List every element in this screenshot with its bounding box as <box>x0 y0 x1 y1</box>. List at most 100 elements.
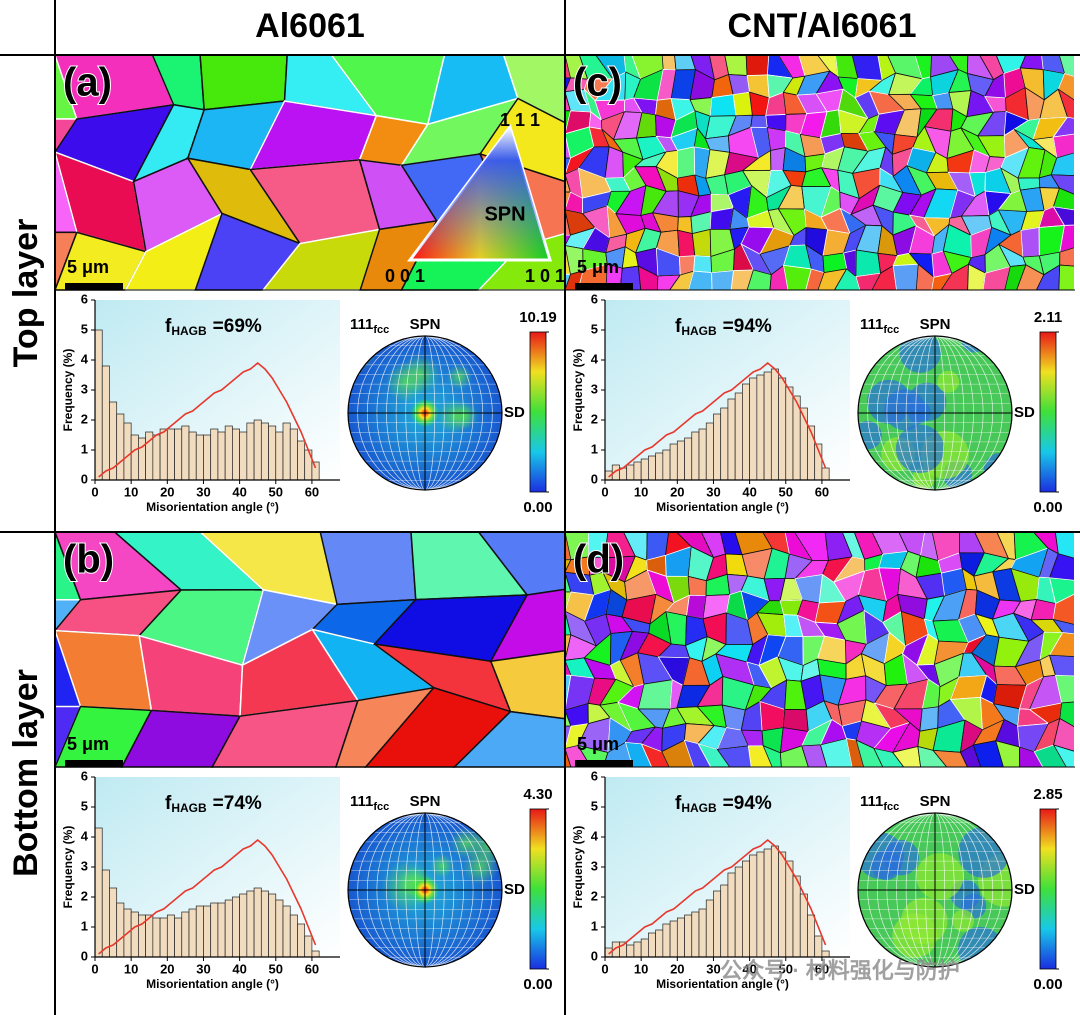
ebsd-map <box>566 533 1074 768</box>
bar <box>814 935 823 958</box>
y-tick-label: 5 <box>591 798 598 813</box>
pole-right-label: SD <box>1014 404 1035 421</box>
x-tick-label: 0 <box>91 484 98 499</box>
y-axis-label: Frequency (%) <box>571 826 585 909</box>
bar <box>742 860 750 958</box>
annotation-symbol: f <box>675 793 682 814</box>
grain <box>676 146 696 179</box>
pole-right-label: SD <box>504 404 525 421</box>
grain <box>1052 187 1074 211</box>
grain <box>1052 133 1074 159</box>
pole-plane-subscript: fcc <box>373 801 389 813</box>
ipf-label: 0 0 1 <box>385 266 425 286</box>
bar <box>770 845 779 958</box>
pole-plane-index: 111 <box>350 316 373 333</box>
annotation-symbol: f <box>165 316 172 337</box>
grain <box>711 270 734 291</box>
bar <box>203 434 212 481</box>
line <box>608 361 827 478</box>
grain <box>1052 116 1074 138</box>
bar <box>742 383 750 481</box>
scale-bar-label: 5 μm <box>577 257 619 277</box>
scale-bar <box>65 283 123 290</box>
bar <box>123 422 132 481</box>
bar <box>655 452 664 481</box>
y-tick-label: 0 <box>591 471 598 486</box>
scale-bar <box>575 760 633 767</box>
annotation-subscript: HAGB <box>171 324 207 338</box>
colorbar <box>1039 808 1057 970</box>
scale-bar <box>575 283 633 290</box>
bar <box>756 851 765 958</box>
grain <box>709 94 737 117</box>
bar <box>152 434 161 481</box>
grain <box>1052 206 1074 226</box>
scale-bar <box>65 760 123 767</box>
bar <box>626 944 635 958</box>
x-tick-label: 50 <box>779 484 793 499</box>
grain <box>745 56 770 76</box>
y-tick-label: 0 <box>81 471 88 486</box>
pole-plane: 111fcc <box>860 793 899 813</box>
bar <box>648 455 656 481</box>
panel-label: (a) <box>63 61 112 105</box>
colorbar <box>529 808 547 970</box>
grain <box>693 255 713 274</box>
bar <box>268 425 277 481</box>
bar <box>669 920 678 958</box>
y-tick-label: 6 <box>591 291 598 306</box>
scale-bar-label: 5 μm <box>577 734 619 754</box>
grain <box>691 228 712 257</box>
bar <box>210 428 219 481</box>
grain <box>1051 618 1074 635</box>
pole-right-label: SD <box>504 881 525 898</box>
bar <box>684 437 693 481</box>
bar <box>268 893 277 958</box>
bar <box>188 431 197 481</box>
x-tick-label: 0 <box>601 961 608 976</box>
bar <box>734 392 743 481</box>
x-axis-label: Misorientation angle (°) <box>146 500 279 514</box>
bar <box>763 371 772 481</box>
bar <box>640 938 649 958</box>
pole-plane: 111fcc <box>350 793 389 813</box>
y-tick-label: 6 <box>81 291 88 306</box>
pole-plane-index: 111 <box>860 793 883 810</box>
bar <box>174 428 183 481</box>
bar <box>181 425 190 481</box>
y-tick-label: 2 <box>81 411 88 426</box>
x-tick-label: 30 <box>706 961 720 976</box>
pole-right-label: SD <box>1014 881 1035 898</box>
ipf-label: 1 0 1 <box>525 266 565 286</box>
x-tick-label: 10 <box>124 484 138 499</box>
bar <box>662 449 671 481</box>
line <box>98 361 317 478</box>
bar <box>275 431 284 481</box>
ebsd-map <box>566 56 1074 291</box>
colorbar-tick-label: 0.00 <box>1033 499 1062 516</box>
grain <box>1020 227 1040 258</box>
bar <box>246 890 255 958</box>
grain <box>1058 264 1074 291</box>
bar <box>195 905 204 958</box>
grain <box>855 249 882 278</box>
bar <box>720 407 729 481</box>
x-axis-label: Misorientation angle (°) <box>146 977 279 991</box>
grain <box>661 56 677 71</box>
bar <box>224 425 233 481</box>
bar <box>626 464 635 481</box>
y-tick-label: 5 <box>81 798 88 813</box>
bar <box>289 914 298 958</box>
scale-bar-label: 5 μm <box>67 257 109 277</box>
y-axis-label: Frequency (%) <box>571 349 585 432</box>
colorbar-tick-label: 0.00 <box>1033 976 1062 993</box>
grain <box>724 56 748 76</box>
y-tick-label: 1 <box>591 441 598 456</box>
colorbar <box>1039 331 1057 493</box>
bar <box>807 914 816 958</box>
x-tick-label: 30 <box>196 961 210 976</box>
grain <box>709 207 734 230</box>
bar <box>116 413 125 481</box>
